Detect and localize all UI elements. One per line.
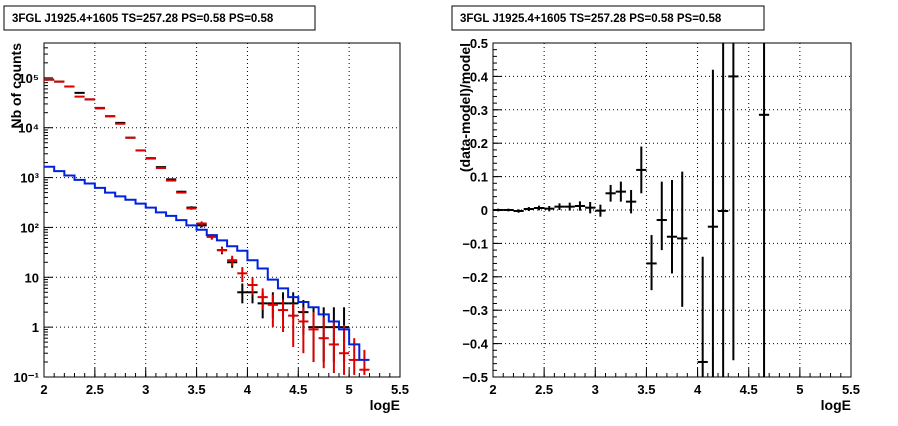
residual-ylabel: (data-model)/model	[457, 43, 473, 172]
spectrum-model-point	[166, 180, 176, 181]
residual-title: 3FGL J1925.4+1605 TS=257.28 PS=0.58 PS=0…	[460, 13, 722, 25]
spectrum-xlabel: logE	[370, 397, 400, 413]
residual-ytick-label: −0.2	[462, 270, 488, 285]
spectrum-model-point	[115, 123, 125, 124]
residual-xtick-label: 4	[694, 382, 702, 397]
residual-xtick-label: 5.5	[842, 382, 860, 397]
residual-ytick-label: −0.4	[462, 337, 488, 352]
spectrum-ytick-label: 10³	[20, 171, 39, 186]
spectrum-xtick-label: 2.5	[86, 382, 104, 397]
spectrum-xtick-label: 4	[244, 382, 252, 397]
spectrum-xtick-label: 5.5	[391, 382, 409, 397]
spectrum-model-point	[176, 192, 186, 194]
residual-title-box: 3FGL J1925.4+1605 TS=257.28 PS=0.58 PS=0…	[452, 6, 764, 30]
spectrum-ytick-label: 1	[32, 320, 39, 335]
spectrum-xtick-label: 2	[40, 382, 47, 397]
spectrum-xtick-label: 4.5	[289, 382, 307, 397]
spectrum-model-point	[156, 168, 166, 169]
spectrum-title: 3FGL J1925.4+1605 TS=257.28 PS=0.58 PS=0…	[12, 13, 274, 25]
spectrum-title-box: 3FGL J1925.4+1605 TS=257.28 PS=0.58 PS=0…	[4, 6, 315, 30]
residual-ytick-label: −0.1	[462, 236, 488, 251]
residual-ytick-label: −0.5	[462, 370, 488, 385]
spectrum-xtick-label: 3	[142, 382, 149, 397]
spectrum-ytick-label: 10	[25, 270, 39, 285]
residual-ytick-label: 0	[481, 203, 488, 218]
spectrum-model-point	[186, 207, 196, 210]
residual-xtick-label: 3	[592, 382, 599, 397]
spectrum-ytick-label: 10²	[20, 220, 39, 235]
spectrum-ylabel: Nb of counts	[8, 43, 24, 129]
spectrum-xtick-label: 5	[346, 382, 353, 397]
residual-xtick-label: 2.5	[535, 382, 553, 397]
residual-xlabel: logE	[821, 397, 851, 413]
residual-ytick-label: −0.3	[462, 303, 488, 318]
spectrum-xtick-label: 3.5	[188, 382, 206, 397]
spectrum-ytick-label: 10⁻¹	[13, 370, 39, 385]
spectrum-model-point	[105, 116, 115, 117]
residual-data-point	[503, 209, 513, 212]
spectrum-model-point	[146, 158, 156, 159]
residual-xtick-label: 2	[489, 382, 496, 397]
residual-xtick-label: 4.5	[740, 382, 758, 397]
residual-xtick-label: 3.5	[637, 382, 655, 397]
residual-data-point	[493, 209, 503, 212]
spectrum-model-point	[125, 137, 135, 138]
residual-xtick-label: 5	[796, 382, 803, 397]
spectrum-model-point	[136, 150, 146, 151]
